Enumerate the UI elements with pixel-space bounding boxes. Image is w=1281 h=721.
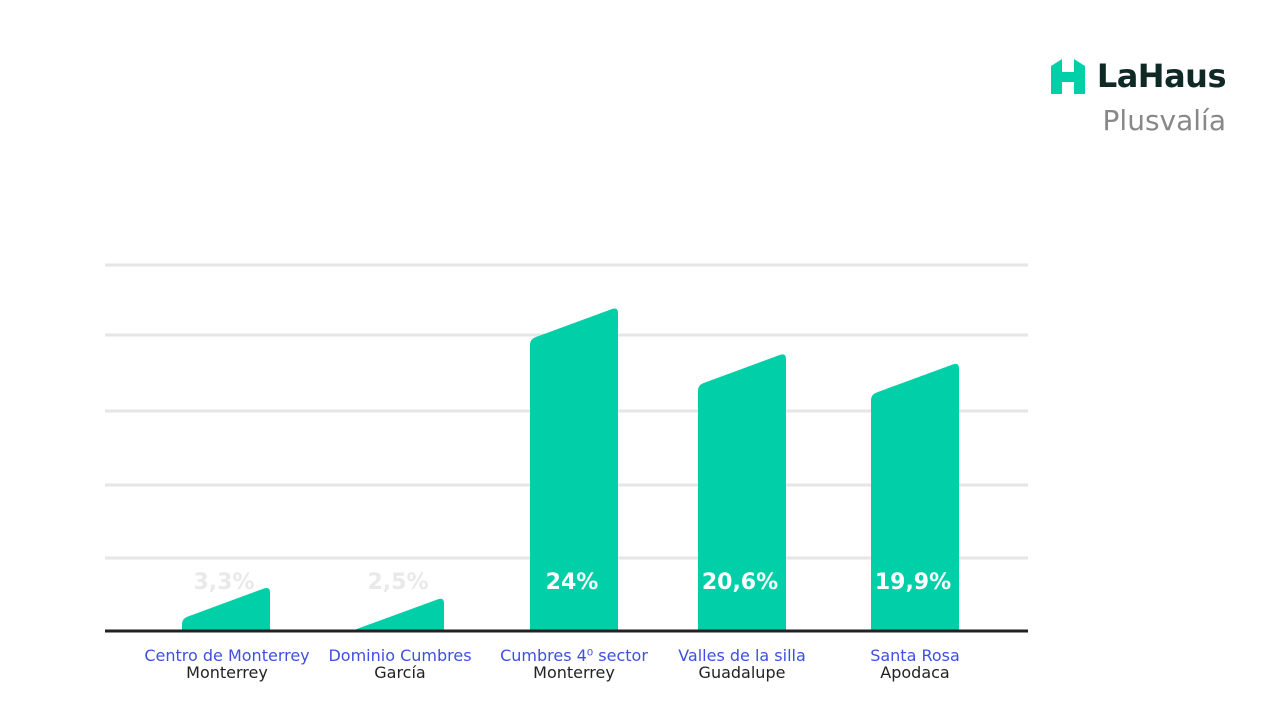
bar-value-label-3: 24% — [546, 570, 599, 595]
bar-3 — [530, 308, 618, 631]
category-label-3: Cumbres 4⁰ sector — [500, 646, 648, 665]
brand-name: LaHaus — [1096, 57, 1227, 95]
brand-block: LaHaus Plusvalía — [1050, 56, 1227, 138]
category-sublabel-2: García — [374, 663, 425, 682]
page-subtitle: Plusvalía — [1102, 104, 1226, 137]
house-logo-icon — [1050, 59, 1085, 94]
bar-5 — [871, 363, 959, 631]
category-label-2: Dominio Cumbres — [328, 646, 471, 665]
category-label-5: Santa Rosa — [870, 646, 960, 665]
bar-2 — [356, 598, 444, 631]
bar-value-label-5: 19,9% — [875, 570, 951, 595]
category-label-1: Centro de Monterrey — [144, 646, 309, 665]
category-sublabel-5: Apodaca — [880, 663, 949, 682]
bar-value-label-4: 20,6% — [702, 570, 778, 595]
category-sublabel-3: Monterrey — [533, 663, 615, 682]
brand-row: LaHaus — [1050, 56, 1227, 96]
bar-1 — [182, 587, 270, 631]
bar-4 — [698, 354, 786, 631]
bar-value-label-2: 2,5% — [367, 570, 428, 595]
category-label-4: Valles de la silla — [678, 646, 806, 665]
category-sublabel-4: Guadalupe — [699, 663, 786, 682]
category-sublabel-1: Monterrey — [186, 663, 268, 682]
bar-value-label-1: 3,3% — [193, 570, 254, 595]
